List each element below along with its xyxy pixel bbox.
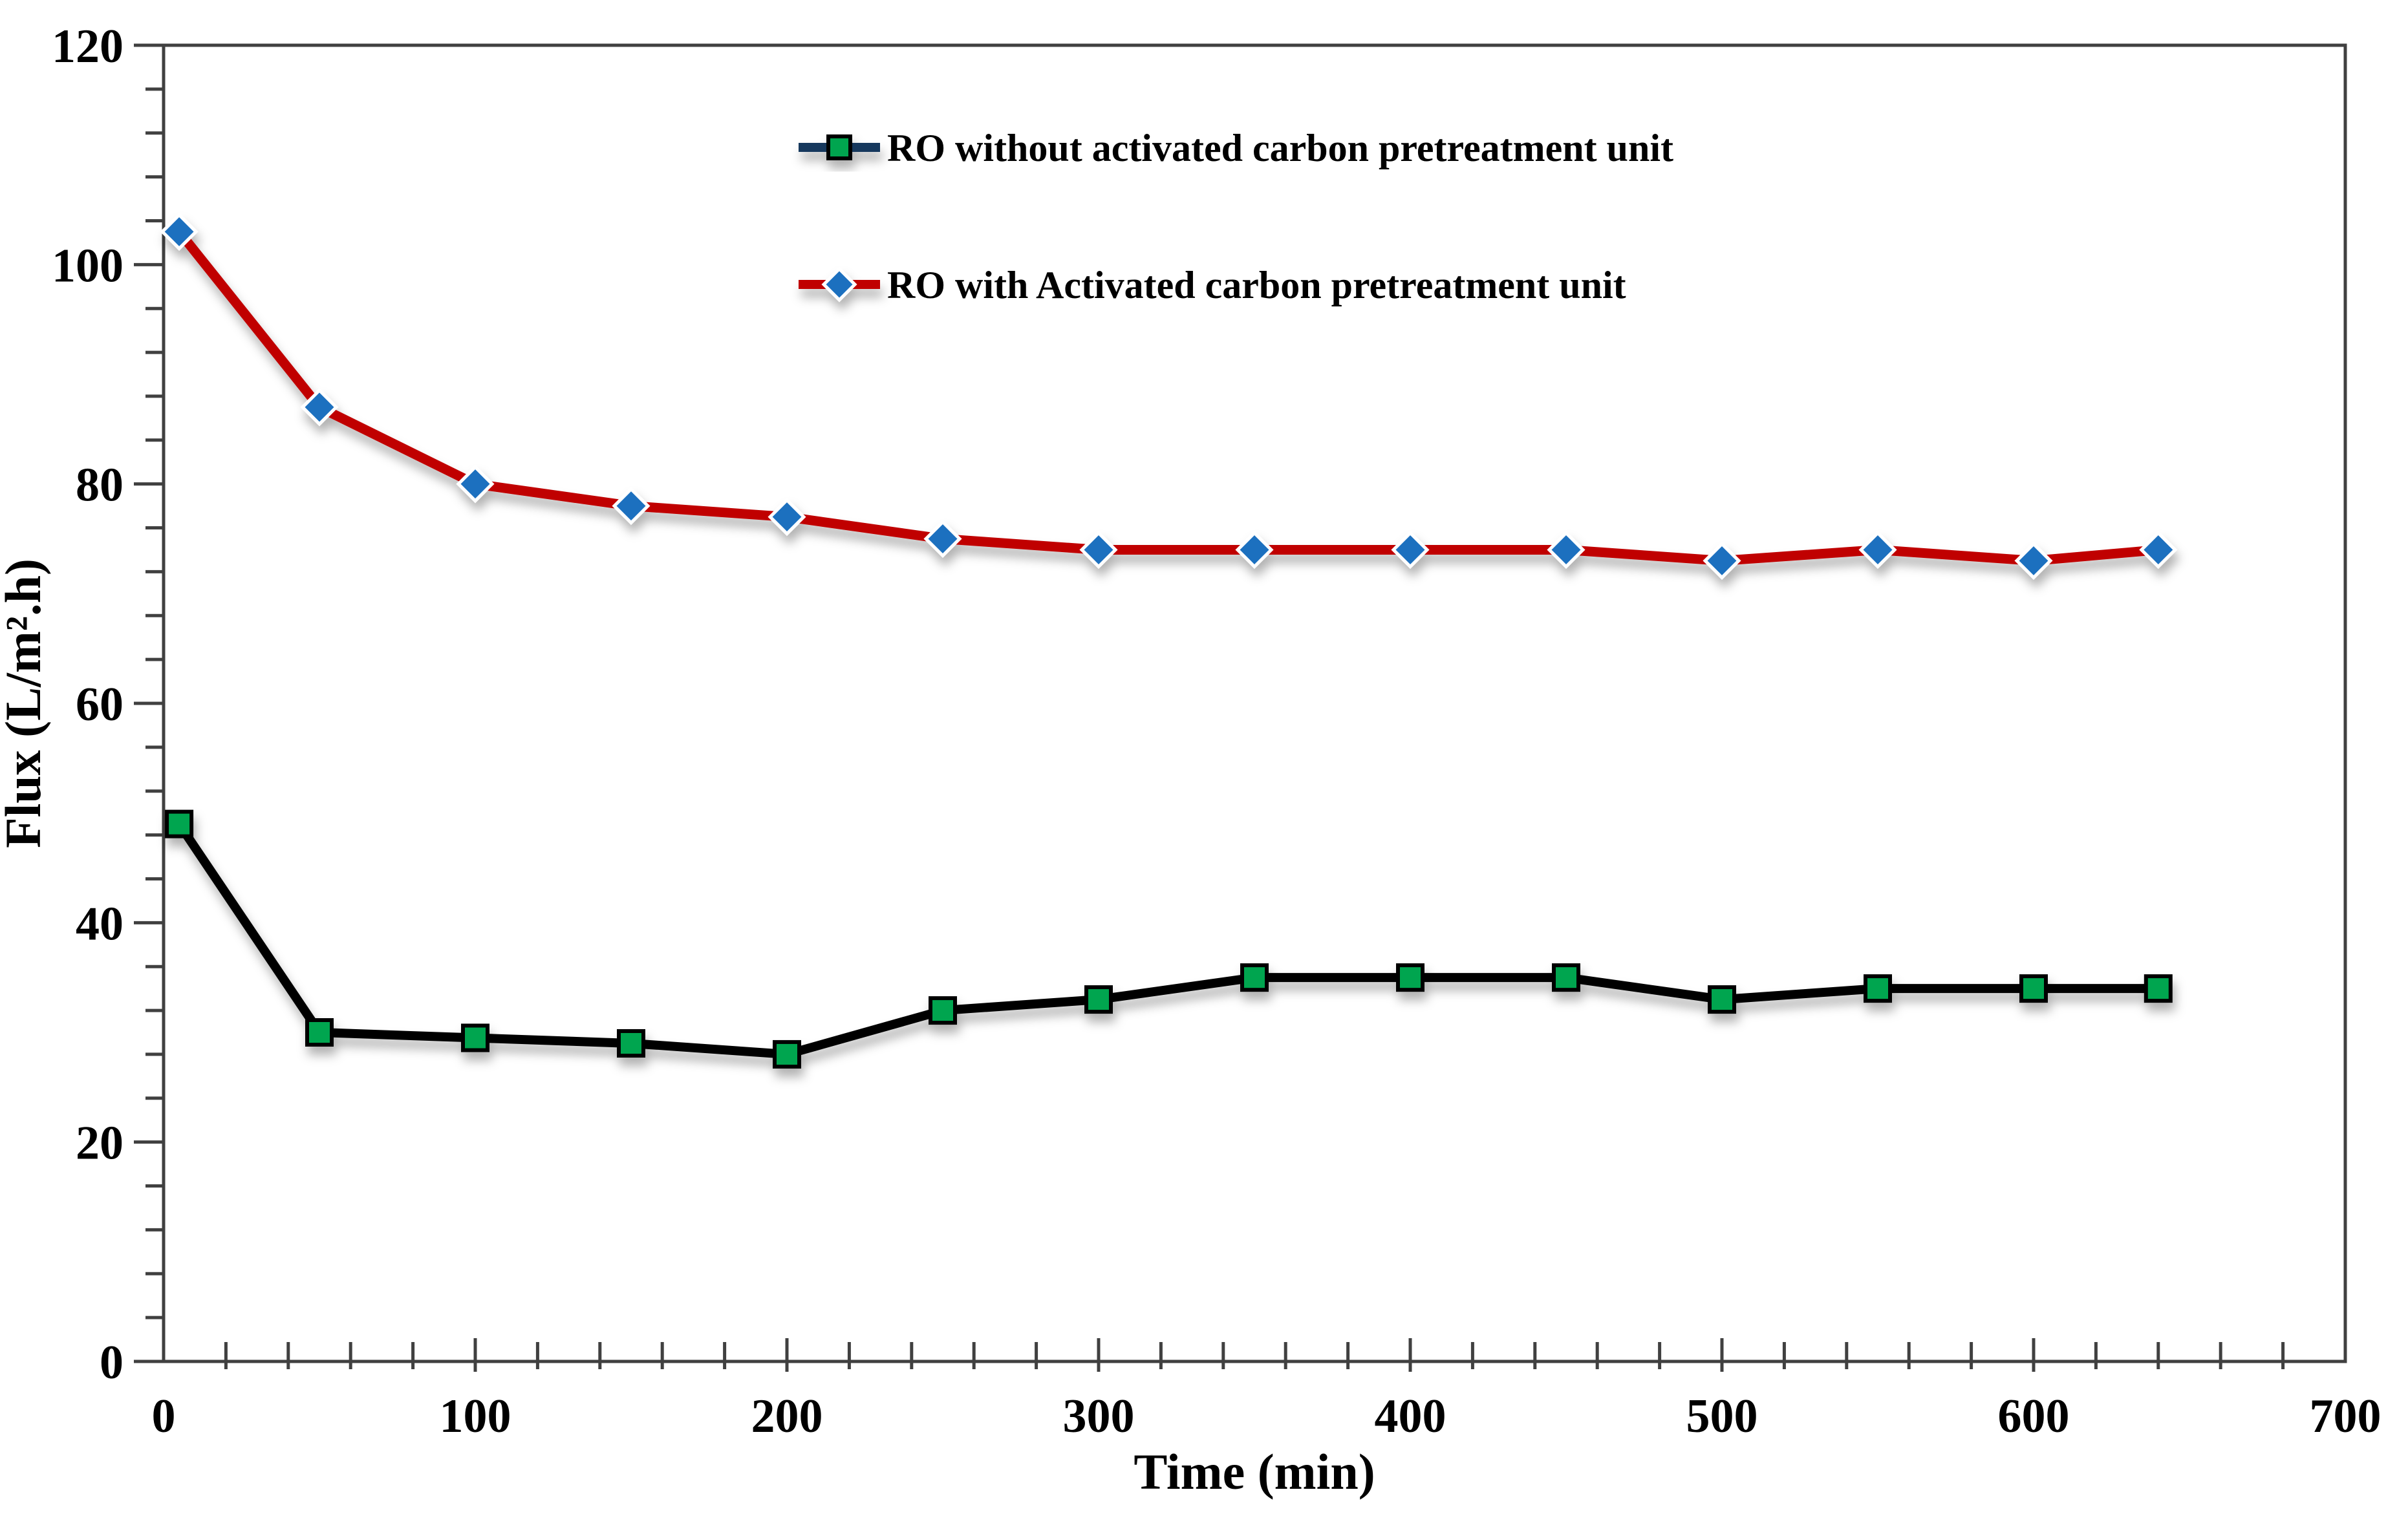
y-tick-label: 0 (100, 1336, 124, 1389)
legend-item-ro-without-carbon (799, 134, 880, 160)
square-marker (617, 1029, 645, 1058)
x-axis-title: Time (min) (1134, 1444, 1375, 1500)
legend-square-marker-icon (826, 134, 852, 160)
x-tick-label: 300 (1063, 1390, 1135, 1443)
diamond-marker (1703, 541, 1741, 580)
diamond-marker (2139, 530, 2178, 570)
x-tick-label: 500 (1686, 1390, 1758, 1443)
square-marker (1708, 985, 1736, 1014)
diamond-marker (923, 519, 962, 559)
diamond-marker (2014, 541, 2053, 580)
x-axis-tick-labels: 0 100 200 300 400 500 600 700 (152, 1390, 2381, 1443)
square-marker (1240, 963, 1269, 992)
y-tick-label: 60 (76, 678, 124, 731)
series-line (175, 819, 2163, 1059)
diamond-marker (1235, 530, 1274, 570)
diamond-marker (612, 487, 650, 526)
diamond-marker (456, 465, 495, 504)
square-marker (2144, 974, 2173, 1003)
legend-label-ro-with-carbon: RO with Activated carbon pretreatment un… (887, 264, 1626, 306)
diamond-marker (160, 212, 199, 251)
legend-label-ro-without-carbon: RO without activated carbon pretreatment… (887, 127, 1673, 169)
y-axis-tick-labels: 0 20 40 60 80 100 120 (52, 20, 124, 1389)
plot-area-frame (162, 43, 2347, 1363)
diamond-marker (1079, 530, 1118, 570)
square-marker (461, 1023, 489, 1052)
series-line (174, 226, 2164, 566)
diamond-marker (768, 498, 806, 537)
square-marker (1084, 985, 1113, 1014)
legend-item-ro-with-carbon (799, 266, 880, 303)
square-marker (1864, 974, 1892, 1003)
y-tick-label: 120 (52, 20, 124, 73)
x-axis-ticks (224, 1338, 2285, 1372)
square-marker (305, 1018, 334, 1047)
square-marker (2019, 974, 2048, 1003)
series-ro-with-carbon (160, 212, 2178, 580)
x-tick-label: 700 (2310, 1390, 2381, 1443)
legend-diamond-marker-icon (821, 266, 857, 303)
square-marker (1552, 963, 1580, 992)
y-tick-label: 20 (76, 1117, 124, 1170)
y-axis-ticks (134, 43, 164, 1363)
square-marker (773, 1040, 801, 1069)
series-ro-without-carbon (165, 809, 2173, 1069)
legend: RO without activated carbon pretreatment… (799, 127, 1673, 306)
square-marker (165, 809, 194, 838)
x-tick-label: 0 (152, 1390, 176, 1443)
diamond-marker (300, 388, 339, 427)
y-tick-label: 100 (52, 239, 124, 292)
x-tick-label: 100 (440, 1390, 511, 1443)
y-tick-label: 80 (76, 459, 124, 512)
diamond-marker (1391, 530, 1430, 570)
x-tick-label: 600 (1998, 1390, 2070, 1443)
square-marker (929, 996, 957, 1025)
diamond-marker (1858, 530, 1897, 570)
x-tick-label: 400 (1375, 1390, 1446, 1443)
x-tick-label: 200 (751, 1390, 823, 1443)
diamond-marker (1547, 530, 1586, 570)
y-axis-title: Flux (L/m².h) (0, 559, 51, 848)
y-tick-label: 40 (76, 897, 124, 950)
square-marker (1396, 963, 1424, 992)
